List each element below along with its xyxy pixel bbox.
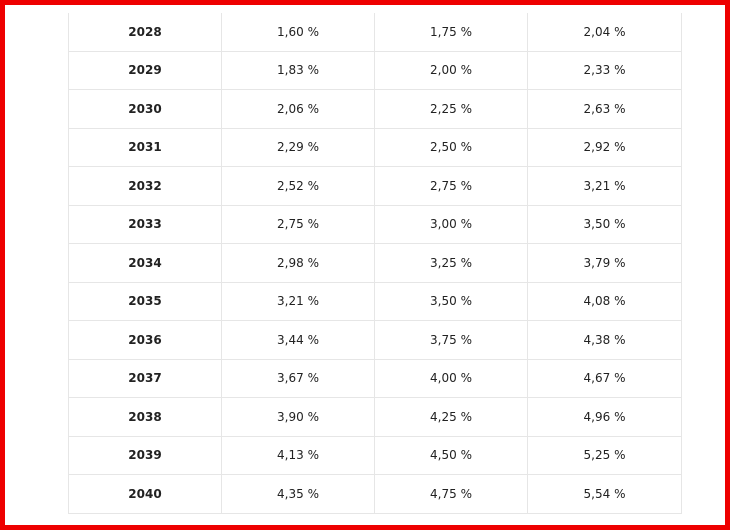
year-cell: 2028 xyxy=(68,13,222,52)
table-row: 2033 2,75 % 3,00 % 3,50 % xyxy=(68,205,682,244)
table-row: 2036 3,44 % 3,75 % 4,38 % xyxy=(68,320,682,360)
table-row: 2038 3,90 % 4,25 % 4,96 % xyxy=(68,397,682,437)
table-row: 2028 1,60 % 1,75 % 2,04 % xyxy=(68,13,682,52)
year-cell: 2035 xyxy=(68,282,222,321)
rate-cell-col3: 4,25 % xyxy=(374,397,528,437)
year-cell: 2039 xyxy=(68,436,222,475)
year-cell: 2037 xyxy=(68,359,222,398)
rate-cell-col3: 4,50 % xyxy=(374,436,528,475)
year-cell: 2032 xyxy=(68,166,222,206)
rates-table-container: 2028 1,60 % 1,75 % 2,04 % 2029 1,83 % 2,00 % 2,… xyxy=(68,13,682,514)
rate-cell-col2: 2,29 % xyxy=(221,128,375,167)
rate-cell-col2: 2,75 % xyxy=(221,205,375,244)
rate-cell-col2: 3,44 % xyxy=(221,320,375,360)
table-row: 2032 2,52 % 2,75 % 3,21 % xyxy=(68,166,682,206)
rate-cell-col2: 3,21 % xyxy=(221,282,375,321)
rate-cell-col4: 2,04 % xyxy=(527,13,682,52)
year-cell: 2034 xyxy=(68,243,222,283)
year-cell: 2031 xyxy=(68,128,222,167)
rate-cell-col2: 4,13 % xyxy=(221,436,375,475)
rate-cell-col3: 2,00 % xyxy=(374,51,528,90)
rate-cell-col3: 3,25 % xyxy=(374,243,528,283)
rate-cell-col4: 4,67 % xyxy=(527,359,682,398)
table-row: 2030 2,06 % 2,25 % 2,63 % xyxy=(68,89,682,129)
rate-cell-col2: 2,52 % xyxy=(221,166,375,206)
rate-cell-col3: 3,75 % xyxy=(374,320,528,360)
year-cell: 2036 xyxy=(68,320,222,360)
year-cell: 2033 xyxy=(68,205,222,244)
rates-table: 2028 1,60 % 1,75 % 2,04 % 2029 1,83 % 2,00 % 2,… xyxy=(68,13,682,514)
rate-cell-col3: 4,00 % xyxy=(374,359,528,398)
rate-cell-col3: 3,00 % xyxy=(374,205,528,244)
rate-cell-col2: 1,83 % xyxy=(221,51,375,90)
table-row: 2037 3,67 % 4,00 % 4,67 % xyxy=(68,359,682,398)
table-row: 2031 2,29 % 2,50 % 2,92 % xyxy=(68,128,682,167)
table-row: 2040 4,35 % 4,75 % 5,54 % xyxy=(68,474,682,514)
year-cell: 2038 xyxy=(68,397,222,437)
rate-cell-col3: 2,50 % xyxy=(374,128,528,167)
rate-cell-col2: 2,98 % xyxy=(221,243,375,283)
year-cell: 2030 xyxy=(68,89,222,129)
year-cell: 2040 xyxy=(68,474,222,514)
rate-cell-col4: 4,08 % xyxy=(527,282,682,321)
table-row: 2035 3,21 % 3,50 % 4,08 % xyxy=(68,282,682,321)
rate-cell-col3: 2,75 % xyxy=(374,166,528,206)
rate-cell-col2: 1,60 % xyxy=(221,13,375,52)
rate-cell-col4: 5,54 % xyxy=(527,474,682,514)
rate-cell-col4: 4,96 % xyxy=(527,397,682,437)
rate-cell-col4: 5,25 % xyxy=(527,436,682,475)
rate-cell-col3: 1,75 % xyxy=(374,13,528,52)
rate-cell-col4: 3,21 % xyxy=(527,166,682,206)
year-cell: 2029 xyxy=(68,51,222,90)
rate-cell-col2: 3,90 % xyxy=(221,397,375,437)
rate-cell-col3: 4,75 % xyxy=(374,474,528,514)
rate-cell-col2: 3,67 % xyxy=(221,359,375,398)
rate-cell-col2: 4,35 % xyxy=(221,474,375,514)
rate-cell-col4: 4,38 % xyxy=(527,320,682,360)
rate-cell-col2: 2,06 % xyxy=(221,89,375,129)
table-row: 2034 2,98 % 3,25 % 3,79 % xyxy=(68,243,682,283)
rate-cell-col4: 2,92 % xyxy=(527,128,682,167)
rate-cell-col3: 3,50 % xyxy=(374,282,528,321)
rate-cell-col4: 2,33 % xyxy=(527,51,682,90)
rate-cell-col4: 2,63 % xyxy=(527,89,682,129)
rate-cell-col3: 2,25 % xyxy=(374,89,528,129)
table-row: 2039 4,13 % 4,50 % 5,25 % xyxy=(68,436,682,475)
rate-cell-col4: 3,79 % xyxy=(527,243,682,283)
table-row: 2029 1,83 % 2,00 % 2,33 % xyxy=(68,51,682,90)
rates-table-body: 2028 1,60 % 1,75 % 2,04 % 2029 1,83 % 2,00 % 2,… xyxy=(68,13,682,514)
rate-cell-col4: 3,50 % xyxy=(527,205,682,244)
